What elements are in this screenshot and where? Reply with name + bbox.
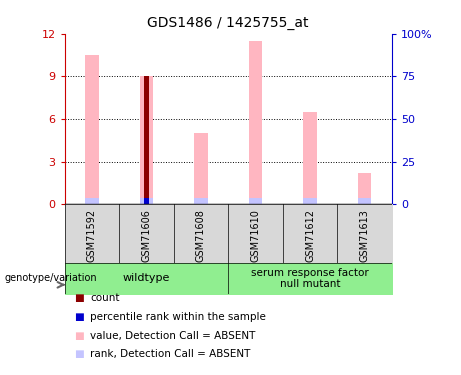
Bar (358, 173, 372, 204)
Text: ■: ■ (74, 293, 83, 303)
Text: count: count (90, 293, 119, 303)
Text: GSM71612: GSM71612 (305, 209, 315, 262)
Bar (140, 76, 153, 204)
Bar (303, 198, 317, 204)
Text: ■: ■ (74, 331, 83, 340)
Text: value, Detection Call = ABSENT: value, Detection Call = ABSENT (90, 331, 255, 340)
Bar (140, 198, 153, 204)
Text: rank, Detection Call = ABSENT: rank, Detection Call = ABSENT (90, 350, 250, 359)
Text: ■: ■ (74, 350, 83, 359)
Title: GDS1486 / 1425755_at: GDS1486 / 1425755_at (148, 16, 309, 30)
Bar (358, 198, 372, 204)
Bar (194, 133, 208, 204)
Text: GSM71606: GSM71606 (142, 209, 151, 262)
Bar (248, 41, 262, 204)
Bar (144, 198, 148, 204)
Bar (248, 198, 262, 204)
Text: ■: ■ (74, 312, 83, 322)
Text: GSM71608: GSM71608 (196, 209, 206, 262)
Text: GSM71613: GSM71613 (360, 209, 370, 262)
Text: GSM71592: GSM71592 (87, 209, 97, 262)
Bar (194, 198, 208, 204)
Text: serum response factor
null mutant: serum response factor null mutant (251, 268, 369, 289)
Text: genotype/variation: genotype/variation (5, 273, 97, 284)
Bar (303, 112, 317, 204)
Bar (85, 198, 99, 204)
Bar (85, 55, 99, 204)
Text: GSM71610: GSM71610 (250, 209, 260, 262)
Bar (144, 76, 148, 204)
Text: percentile rank within the sample: percentile rank within the sample (90, 312, 266, 322)
Text: wildtype: wildtype (123, 273, 170, 284)
